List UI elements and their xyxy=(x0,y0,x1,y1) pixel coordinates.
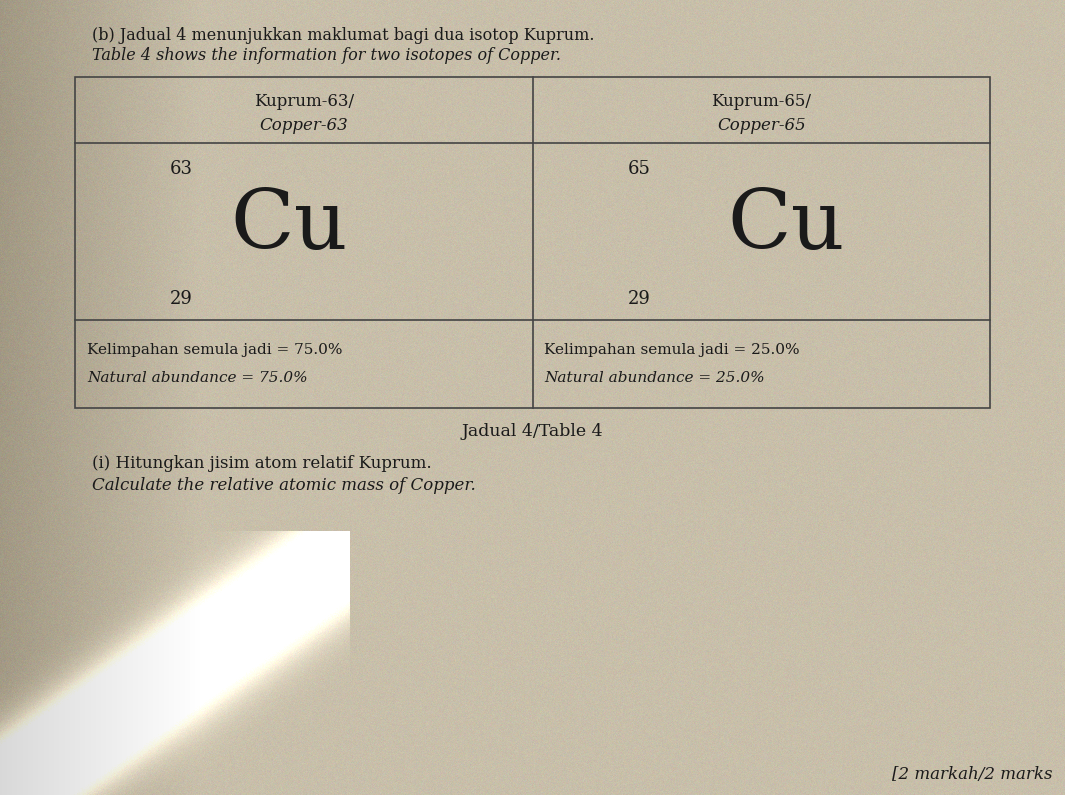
Text: [2 markah/2 marks: [2 markah/2 marks xyxy=(891,766,1052,783)
Text: Natural abundance = 75.0%: Natural abundance = 75.0% xyxy=(87,371,308,385)
Text: 29: 29 xyxy=(627,290,651,308)
Text: Copper-63: Copper-63 xyxy=(260,117,348,134)
Text: Cu: Cu xyxy=(230,187,347,266)
Text: Cu: Cu xyxy=(727,187,845,266)
Text: (i) Hitungkan jisim atom relatif Kuprum.: (i) Hitungkan jisim atom relatif Kuprum. xyxy=(92,455,431,472)
Text: 63: 63 xyxy=(170,161,193,179)
Text: Kelimpahan semula jadi = 25.0%: Kelimpahan semula jadi = 25.0% xyxy=(544,343,800,357)
Text: Kuprum-63/: Kuprum-63/ xyxy=(253,94,354,111)
Text: Copper-65: Copper-65 xyxy=(717,117,805,134)
Bar xyxy=(75,77,990,408)
Text: Calculate the relative atomic mass of Copper.: Calculate the relative atomic mass of Co… xyxy=(92,477,476,494)
Text: Table 4 shows the information for two isotopes of Copper.: Table 4 shows the information for two is… xyxy=(92,47,561,64)
Text: Kuprum-65/: Kuprum-65/ xyxy=(711,94,812,111)
Text: Kelimpahan semula jadi = 75.0%: Kelimpahan semula jadi = 75.0% xyxy=(87,343,343,357)
Text: 29: 29 xyxy=(170,290,193,308)
Text: (b) Jadual 4 menunjukkan maklumat bagi dua isotop Kuprum.: (b) Jadual 4 menunjukkan maklumat bagi d… xyxy=(92,27,594,44)
Text: Natural abundance = 25.0%: Natural abundance = 25.0% xyxy=(544,371,765,385)
Text: 65: 65 xyxy=(627,161,651,179)
Text: Jadual 4/Table 4: Jadual 4/Table 4 xyxy=(462,423,603,440)
